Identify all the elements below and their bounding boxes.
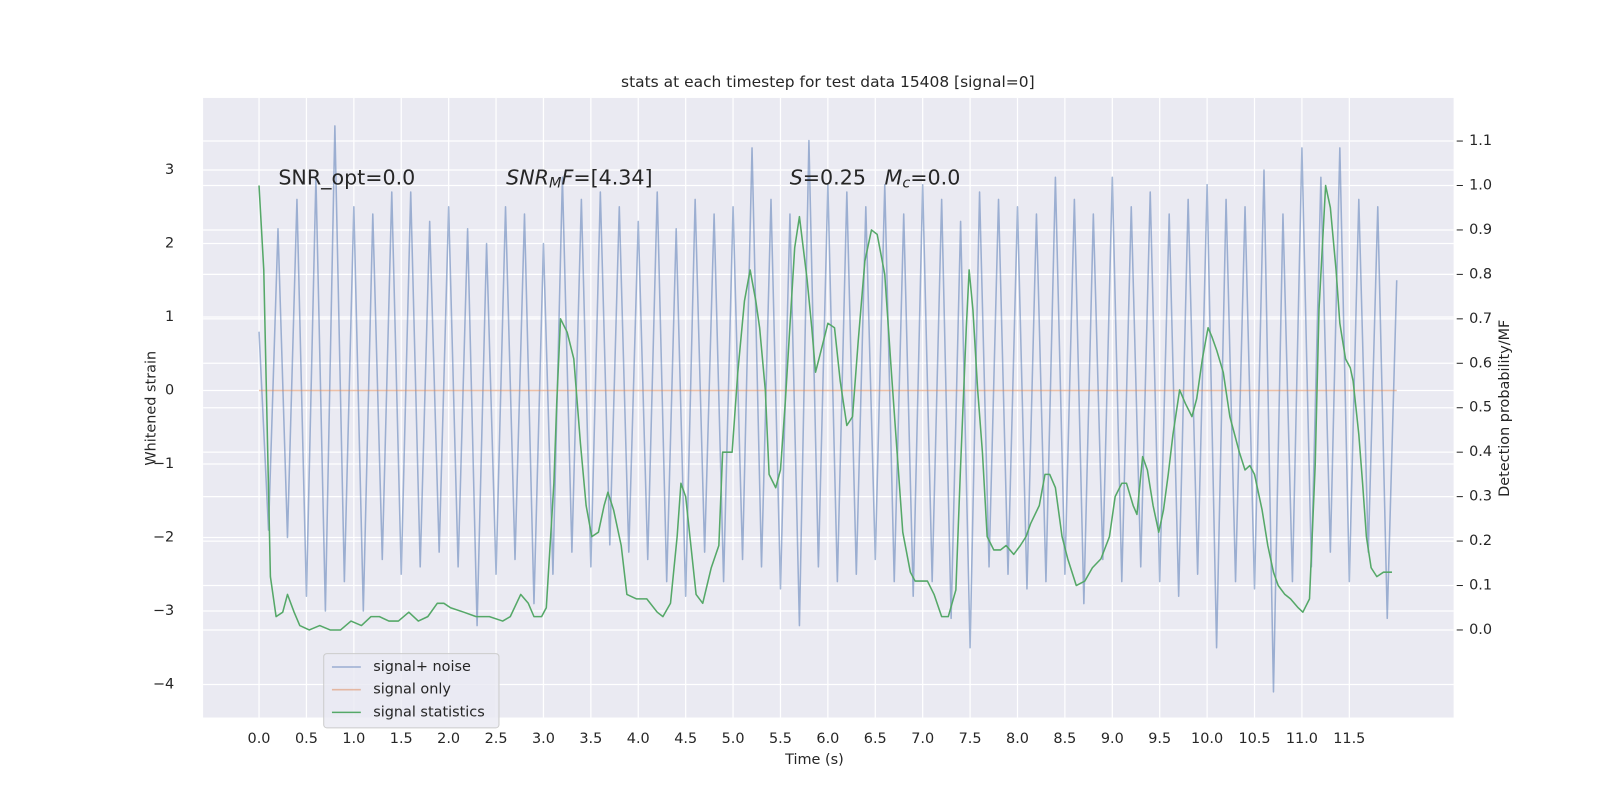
legend-box <box>323 653 500 729</box>
x-axis-label: Time (s) <box>784 752 844 768</box>
x-tick-label: 4.5 <box>674 731 697 747</box>
x-tick-label: 0.5 <box>295 731 318 747</box>
x-tick-label: 8.0 <box>1006 731 1029 747</box>
annotation-part: S <box>790 165 803 189</box>
annotation-part: c <box>902 176 910 192</box>
y2-tick-label: 0.0 <box>1469 622 1492 638</box>
y-tick-label: 2 <box>165 235 174 251</box>
legend-label: signal statistics <box>373 704 485 720</box>
y-tick-label: −2 <box>153 529 174 545</box>
x-tick-label: 7.0 <box>911 731 934 747</box>
x-tick-label: 9.5 <box>1148 731 1171 747</box>
annotation: S=0.25 <box>790 165 866 189</box>
annotation-part: F <box>561 165 574 189</box>
series-line <box>258 184 1392 631</box>
annotation: SNRMF=[4.34] <box>506 165 652 191</box>
y-axis-label: Whitened strain <box>144 351 160 466</box>
x-tick-label: 7.5 <box>959 731 982 747</box>
y-tick-label: 1 <box>165 309 174 325</box>
y2-tick-label: 0.8 <box>1469 266 1492 282</box>
x-tick-label: 6.5 <box>864 731 887 747</box>
grid <box>203 97 1454 718</box>
x-tick-label: 5.5 <box>769 731 792 747</box>
legend-label: signal only <box>373 682 451 698</box>
x-tick-label: 1.0 <box>342 731 365 747</box>
y2-tick-label: 0.7 <box>1469 311 1492 327</box>
annotation-part: =0.25 <box>803 165 866 189</box>
y2-tick-label: 1.0 <box>1469 177 1492 193</box>
annotation-part: =[4.34] <box>573 165 652 189</box>
y-tick-label: 3 <box>165 162 174 178</box>
y2-axis-label: Detection probability/MF <box>1497 320 1513 497</box>
annotation-part: SNR <box>506 165 549 189</box>
legend-label: signal+ noise <box>373 659 471 675</box>
y2-tick-label: 0.9 <box>1469 222 1492 238</box>
x-tick-label: 3.0 <box>532 731 555 747</box>
y-tick-label: 0 <box>165 382 174 398</box>
annotation-part: M <box>885 165 903 189</box>
y2-tick-label: 0.2 <box>1469 533 1492 549</box>
x-tick-label: 10.0 <box>1191 731 1223 747</box>
y2-tick-label: 1.1 <box>1469 133 1492 149</box>
annotation-part: SNR_opt=0.0 <box>278 165 415 190</box>
x-tick-label: 4.0 <box>627 731 650 747</box>
x-tick-label: 1.5 <box>390 731 413 747</box>
annotation: SNR_opt=0.0 <box>278 165 415 190</box>
x-tick-label: 9.0 <box>1101 731 1124 747</box>
x-tick-label: 2.5 <box>485 731 508 747</box>
marks <box>258 125 1398 693</box>
annotations: SNR_opt=0.0 SNRMF=[4.34] S=0.25 Mc=0.0 <box>278 165 960 191</box>
annotation-part: M <box>549 176 562 192</box>
x-tick-label: 11.0 <box>1286 731 1318 747</box>
x-tick-label: 10.5 <box>1238 731 1270 747</box>
y2-tick-label: 0.4 <box>1469 444 1492 460</box>
y-tick-label: −4 <box>153 676 174 692</box>
y2-tick-label: 0.6 <box>1469 355 1492 371</box>
y2-tick-label: 0.3 <box>1469 489 1492 505</box>
chart-title: stats at each timestep for test data 154… <box>621 73 1035 91</box>
x-tick-label: 6.0 <box>816 731 839 747</box>
x-tick-label: 2.0 <box>437 731 460 747</box>
annotation-part: =0.0 <box>910 165 960 189</box>
x-tick-label: 8.5 <box>1053 731 1076 747</box>
annotation: Mc=0.0 <box>885 165 961 191</box>
x-tick-label: 0.0 <box>248 731 271 747</box>
x-tick-label: 11.5 <box>1333 731 1365 747</box>
series-line <box>258 125 1398 693</box>
x-tick-label: 5.0 <box>722 731 745 747</box>
y2-tick-label: 0.5 <box>1469 400 1492 416</box>
y-tick-label: −3 <box>153 603 174 619</box>
y2-tick-label: 0.1 <box>1469 578 1492 594</box>
y-tick-label: −1 <box>153 456 174 472</box>
x-tick-label: 3.5 <box>579 731 602 747</box>
legend: signal+ noise signal only signal statistic… <box>323 653 500 729</box>
